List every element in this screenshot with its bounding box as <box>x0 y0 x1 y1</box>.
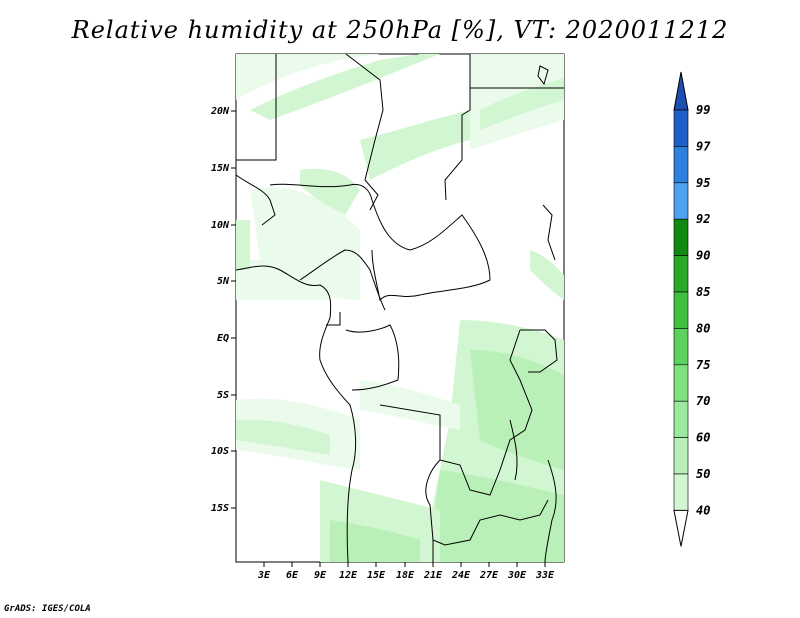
colorbar-label: 99 <box>696 103 710 117</box>
lon-label: 30E <box>507 570 527 581</box>
lat-label: 5N <box>217 276 230 287</box>
colorbar-bin <box>673 291 689 329</box>
lon-label: 12E <box>339 570 358 581</box>
lat-label: 15S <box>211 503 229 514</box>
colorbar-label: 40 <box>696 503 710 517</box>
lon-label: 27E <box>479 570 499 581</box>
country-borders <box>235 53 564 563</box>
lat-label: EQ <box>217 333 229 344</box>
colorbar-bin <box>673 437 689 475</box>
lon-label: 21E <box>423 570 443 581</box>
colorbar-label: 92 <box>696 212 710 226</box>
colorbar-label: 80 <box>696 321 710 335</box>
colorbar-label: 75 <box>696 358 710 372</box>
latitude-axis: 20N 15N 10N 5N EQ 5S 10S 15S <box>210 106 236 514</box>
colorbar: 99 97 95 92 90 85 80 75 70 60 50 40 <box>673 71 711 547</box>
colorbar-label: 85 <box>696 285 710 299</box>
colorbar-bin <box>673 109 689 147</box>
map-panel <box>235 53 565 563</box>
lat-label: 20N <box>210 106 230 117</box>
longitude-axis: 3E 6E 9E 12E 15E 18E 21E 24E 27E 30E 33E <box>257 562 555 581</box>
colorbar-bin <box>673 182 689 220</box>
colorbar-label: 60 <box>696 431 710 445</box>
lat-label: 10S <box>211 446 229 457</box>
colorbar-bin <box>673 255 689 293</box>
colorbar-bin <box>673 400 689 438</box>
colorbar-label: 70 <box>696 394 710 408</box>
map-title: Relative humidity at 250hPa [%], VT: 202… <box>71 16 729 44</box>
colorbar-label: 50 <box>696 467 710 481</box>
lat-label: 5S <box>217 390 229 401</box>
colorbar-bottom-arrow <box>673 509 689 547</box>
colorbar-label: 95 <box>696 176 710 190</box>
lon-label: 18E <box>396 570 415 581</box>
lat-label: 15N <box>211 163 230 174</box>
colorbar-bin <box>673 218 689 256</box>
lon-label: 9E <box>314 570 327 581</box>
colorbar-top-arrow <box>673 71 689 111</box>
lon-label: 3E <box>257 570 271 581</box>
lat-label: 10N <box>211 220 230 231</box>
colorbar-bin <box>673 328 689 366</box>
colorbar-bin <box>673 473 689 511</box>
lon-label: 33E <box>535 570 555 581</box>
humidity-shading <box>236 54 564 562</box>
lon-label: 24E <box>451 570 471 581</box>
colorbar-bin <box>673 146 689 184</box>
colorbar-bin <box>673 364 689 402</box>
lon-label: 15E <box>367 570 386 581</box>
colorbar-label: 97 <box>696 139 711 153</box>
footer-credit: GrADS: IGES/COLA <box>4 604 91 614</box>
colorbar-label: 90 <box>696 249 710 263</box>
lon-label: 6E <box>286 570 299 581</box>
